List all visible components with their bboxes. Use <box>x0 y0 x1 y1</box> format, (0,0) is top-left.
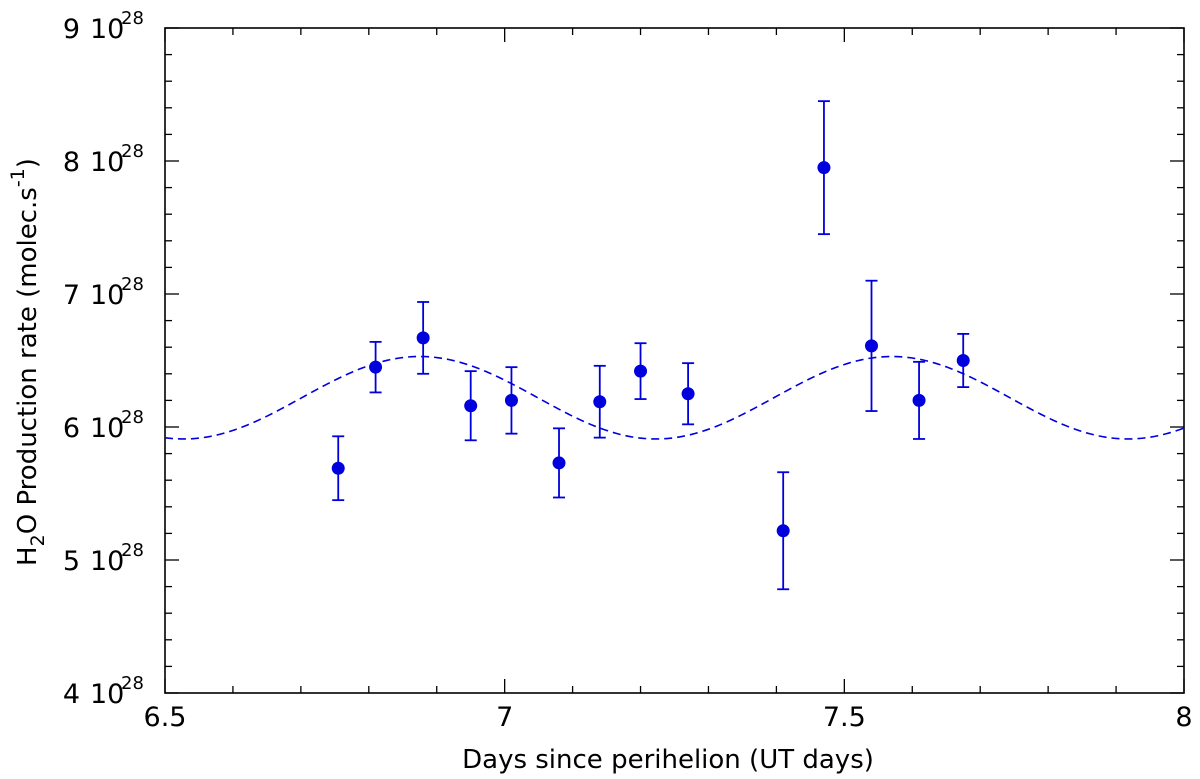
data-point <box>776 524 790 538</box>
data-point-group <box>464 370 478 442</box>
data-point <box>865 339 879 353</box>
data-point-group <box>681 362 695 426</box>
data-point-group <box>956 332 970 389</box>
data-point <box>593 395 607 409</box>
y-tick-mantissa: 6 <box>63 413 80 444</box>
data-point-group <box>634 342 648 400</box>
y-tick-base: 10 <box>90 14 124 45</box>
y-tick-exponent: 28 <box>121 407 144 428</box>
data-point <box>504 393 518 407</box>
y-axis-title-subscript: 2 <box>27 534 49 546</box>
data-point-group <box>593 364 607 439</box>
y-tick-exponent: 28 <box>121 673 144 694</box>
data-point <box>552 456 566 470</box>
y-tick-exponent: 28 <box>121 540 144 561</box>
x-tick-label: 6.5 <box>144 702 187 733</box>
y-tick-exponent: 28 <box>121 274 144 295</box>
data-point <box>331 461 345 475</box>
plot-frame <box>164 27 1185 694</box>
y-tick-base: 10 <box>90 147 124 178</box>
data-point <box>817 161 831 175</box>
data-point-group <box>552 427 566 499</box>
y-tick-exponent: 28 <box>121 8 144 29</box>
y-axis-title: H2O Production rate (molec.s-1) <box>7 158 49 566</box>
y-axis-title-middle: O Production rate (molec.s <box>13 187 43 534</box>
x-tick-label: 7 <box>496 702 513 733</box>
y-tick-mantissa: 5 <box>63 546 80 577</box>
y-tick-base: 10 <box>90 546 124 577</box>
data-point <box>634 364 648 378</box>
x-tick-label: 8 <box>1175 702 1192 733</box>
data-point-group <box>776 471 790 591</box>
data-point-group <box>865 279 879 412</box>
data-point-group <box>912 360 926 440</box>
data-point <box>464 399 478 413</box>
data-point <box>369 360 383 374</box>
plot-area <box>164 27 1185 694</box>
data-point-group <box>369 340 383 394</box>
x-tick-labels: 6.5 7 7.5 8 <box>144 702 1193 733</box>
axis-ticks <box>164 27 1185 694</box>
data-point-group <box>331 435 345 502</box>
y-axis-title-suffix: ) <box>13 158 43 168</box>
y-tick-base: 10 <box>90 280 124 311</box>
y-axis-title-superscript: -1 <box>7 168 29 187</box>
y-tick-mantissa: 9 <box>63 14 80 45</box>
y-tick-exponent: 28 <box>121 141 144 162</box>
x-tick-label: 7.5 <box>823 702 866 733</box>
data-points-layer <box>331 100 970 591</box>
data-point <box>956 354 970 367</box>
data-point <box>912 393 926 407</box>
y-tick-mantissa: 7 <box>63 280 80 311</box>
x-axis-title: Days since perihelion (UT days) <box>462 745 874 775</box>
y-tick-mantissa: 4 <box>63 679 80 710</box>
y-tick-base: 10 <box>90 679 124 710</box>
model-dashed-curve <box>164 355 1185 440</box>
data-point <box>416 331 430 345</box>
model-curve-layer <box>164 355 1185 440</box>
y-tick-mantissa: 8 <box>63 147 80 178</box>
y-tick-base: 10 <box>90 413 124 444</box>
data-point-group <box>416 301 430 375</box>
data-point-group <box>504 366 518 435</box>
y-axis-title-prefix: H <box>13 546 43 566</box>
data-point-group <box>817 100 831 236</box>
data-point <box>681 387 695 401</box>
